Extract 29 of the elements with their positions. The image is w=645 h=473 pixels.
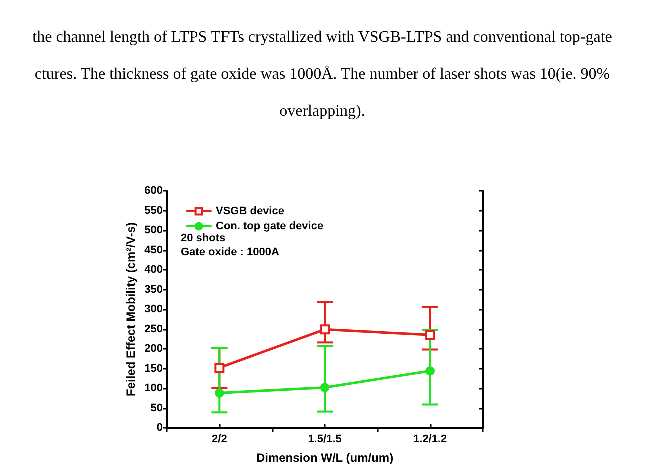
y-tick-label: 400 [144,264,163,276]
y-tick-label: 450 [144,244,163,256]
y-axis-title: Feiled Effect Mobility (cm²/V-s) [124,222,138,397]
point [320,383,330,392]
y-tick-label: 200 [144,343,163,355]
point [214,362,225,373]
y-tick-label: 350 [144,284,163,296]
point [320,324,330,335]
x-tick-label: 1.5/1.5 [308,434,342,446]
x-axis-title: Dimension W/L (um/um) [256,451,394,465]
y-tick-label: 50 [150,402,163,414]
legend-label: Con. top gate device [216,220,324,232]
y-tick-label: 250 [144,323,163,336]
y-tick-label: 150 [144,362,163,375]
chart-title: the channel length of LTPS TFTs crystallized with VSGB-LTPS and conventional top-gate ctures. The thickness of gate oxide was 1000Å. The number of laser shots was 10(ie. 90% overlapping). [32,29,612,120]
y-tick-label: 550 [144,204,163,217]
x-tick-label: 2/2 [212,434,228,446]
x-tick-label: 1.2/1.2 [414,434,448,446]
y-tick-label: 600 [144,185,163,197]
y-tick-label: 500 [144,224,163,236]
y-tick-label: 0 [156,422,163,434]
point [426,366,435,376]
annotation: 20 shots [181,232,226,244]
y-tick-label: 100 [144,382,163,394]
legend-label: VSGB device [216,206,284,218]
point [425,330,436,340]
y-tick-label: 300 [144,304,163,316]
annotation: Gate oxide : 1000A [181,246,280,258]
point [215,388,224,398]
